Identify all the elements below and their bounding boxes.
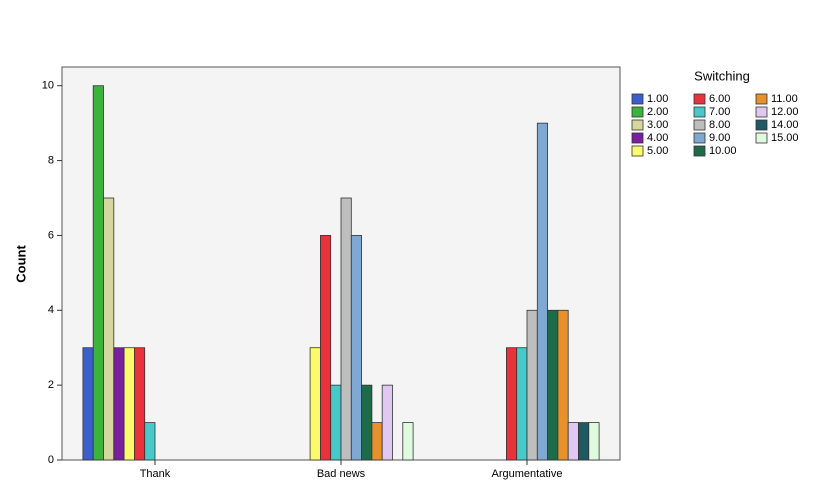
bar [526,309,538,461]
legend-swatch [693,93,706,105]
bar [113,347,125,461]
bar [123,347,135,461]
bar [319,235,332,461]
bar [578,422,590,461]
y-tick-label: 6 [48,229,54,241]
bar [516,347,528,461]
legend-swatch [693,106,706,118]
legend-swatch [631,132,644,144]
legend-label: 2.00 [647,106,668,118]
bar [350,235,362,461]
legend-swatch [755,106,768,118]
legend-label: 12.00 [771,106,799,118]
bar [309,347,321,461]
legend-label: 9.00 [709,132,730,144]
x-tick-label: Thank [140,468,171,480]
bar [361,384,373,461]
legend-label: 11.00 [771,93,798,105]
legend-swatch [693,145,706,157]
bar [330,384,342,461]
legend-label: 3.00 [647,119,668,131]
legend-label: 7.00 [709,106,730,118]
bar [588,422,600,461]
bar [133,347,146,461]
bar [402,422,414,461]
y-tick-label: 2 [48,379,54,391]
bar [92,85,104,461]
legend-label: 10.00 [709,145,737,157]
bar [505,347,518,461]
legend-swatch [755,93,768,105]
x-tick-label: Bad news [317,468,366,480]
legend-swatch [755,132,768,144]
legend-swatch [755,119,768,131]
bar [144,422,156,461]
legend-label: 6.00 [709,93,730,105]
bar [567,422,579,461]
legend-swatch [693,119,706,131]
legend-label: 1.00 [647,93,668,105]
legend-label: 4.00 [647,132,668,144]
legend-label: 14.00 [771,119,799,131]
legend-title: Switching [694,68,750,83]
legend-label: 8.00 [709,119,730,131]
y-tick-label: 0 [48,454,54,466]
bar [82,347,94,461]
bar [381,384,393,461]
bar [371,422,383,461]
legend-swatch [631,106,644,118]
legend-swatch [693,132,706,144]
bar [547,309,559,461]
y-axis-label: Count [13,245,28,283]
x-tick-label: Argumentative [492,468,563,480]
y-tick-label: 8 [48,154,54,166]
bar [340,197,352,461]
y-tick-label: 4 [48,304,54,316]
legend-swatch [631,145,644,157]
bar [557,309,569,461]
bar [103,197,115,461]
legend-swatch [631,119,644,131]
legend-label: 5.00 [647,145,668,157]
y-tick-label: 10 [42,80,54,92]
bar [536,122,548,461]
legend-swatch [631,93,644,105]
legend-label: 15.00 [771,132,799,144]
